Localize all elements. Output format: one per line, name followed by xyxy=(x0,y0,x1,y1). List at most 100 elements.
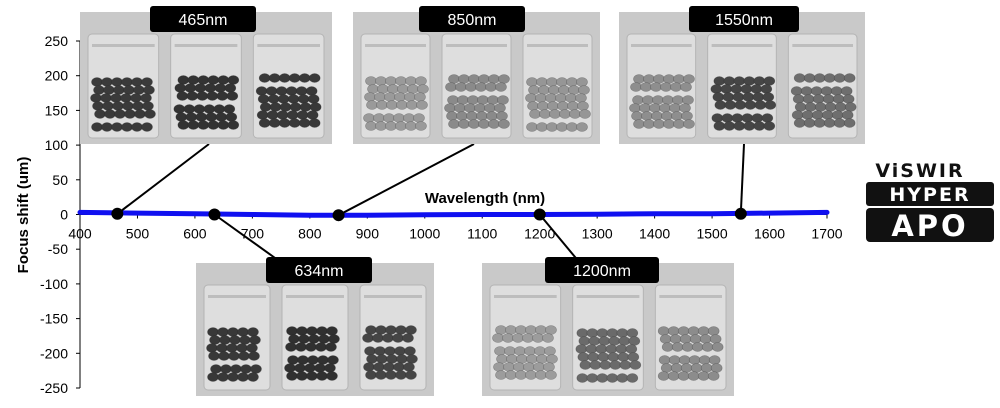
bean xyxy=(374,92,386,102)
bean xyxy=(223,104,236,114)
bean xyxy=(625,344,638,354)
bean xyxy=(546,354,558,364)
bean xyxy=(289,102,302,112)
photo-panel-1550nm: 1550nm xyxy=(619,6,865,144)
bean xyxy=(124,109,136,119)
bean xyxy=(326,371,338,381)
bean xyxy=(750,84,763,94)
bean xyxy=(567,101,579,111)
bean xyxy=(667,371,680,381)
bag-seal xyxy=(446,44,507,47)
bean xyxy=(134,109,146,119)
bean xyxy=(230,364,242,374)
bean xyxy=(760,84,773,94)
bean xyxy=(763,76,776,86)
bean xyxy=(415,121,427,131)
bean xyxy=(834,102,847,112)
bean xyxy=(578,336,591,346)
bean xyxy=(195,112,208,122)
bean xyxy=(569,109,581,119)
bean xyxy=(373,362,385,372)
beans xyxy=(255,73,322,128)
bean xyxy=(384,92,396,102)
bean xyxy=(616,328,629,338)
bean xyxy=(657,326,670,336)
bean xyxy=(384,346,396,356)
bean xyxy=(505,325,517,335)
bean xyxy=(525,93,537,103)
marker-point-465nm xyxy=(111,207,124,220)
wavelength-label: 1200nm xyxy=(573,263,631,280)
beans xyxy=(284,326,340,381)
bean xyxy=(629,360,642,370)
bean xyxy=(672,95,684,105)
bean xyxy=(494,346,506,356)
bean xyxy=(216,91,229,101)
bean xyxy=(596,373,609,383)
bean xyxy=(493,362,505,372)
bean xyxy=(546,77,558,87)
bean xyxy=(402,333,414,343)
bean xyxy=(544,346,556,356)
bean xyxy=(304,363,316,373)
bean xyxy=(707,326,720,336)
bean xyxy=(226,343,238,353)
bean xyxy=(800,86,813,96)
bean xyxy=(296,371,308,381)
bean xyxy=(579,360,592,370)
y-tick-label: -250 xyxy=(40,380,68,396)
bean xyxy=(523,362,535,372)
bean xyxy=(393,362,405,372)
bean xyxy=(94,109,106,119)
bean xyxy=(414,92,426,102)
bean xyxy=(383,113,395,123)
bean xyxy=(503,362,515,372)
bean xyxy=(237,327,249,337)
bean xyxy=(226,91,239,101)
bean xyxy=(577,352,590,362)
bean xyxy=(744,100,757,110)
bean xyxy=(633,74,645,84)
y-tick-label: -50 xyxy=(48,241,68,257)
bean xyxy=(288,334,300,344)
bean xyxy=(488,74,500,84)
bean xyxy=(698,355,711,365)
bean xyxy=(713,76,726,86)
bean xyxy=(140,93,152,103)
bean xyxy=(196,91,209,101)
bean xyxy=(619,360,632,370)
bean xyxy=(278,118,291,128)
bean xyxy=(247,327,259,337)
bean xyxy=(286,371,298,381)
bean xyxy=(709,334,722,344)
leader-line-465nm xyxy=(116,143,210,215)
series-line-0 xyxy=(77,209,830,218)
bean xyxy=(327,355,339,365)
bean xyxy=(413,113,425,123)
bean xyxy=(373,113,385,123)
bean xyxy=(203,104,216,114)
bean xyxy=(495,82,507,92)
bean xyxy=(215,112,228,122)
y-tick-label: 0 xyxy=(60,207,68,223)
bean xyxy=(363,362,375,372)
bean xyxy=(288,73,301,83)
bean xyxy=(238,351,250,361)
beans xyxy=(575,328,642,383)
bean xyxy=(217,75,230,85)
bean xyxy=(279,102,292,112)
bean xyxy=(598,336,611,346)
bean xyxy=(555,93,567,103)
bean xyxy=(690,363,703,373)
bean xyxy=(708,355,721,365)
bean xyxy=(683,119,695,129)
bean xyxy=(525,325,537,335)
bean xyxy=(545,93,557,103)
bean xyxy=(639,103,651,113)
bean xyxy=(536,77,548,87)
bean xyxy=(565,93,577,103)
bean xyxy=(630,82,642,92)
bean xyxy=(306,110,319,120)
